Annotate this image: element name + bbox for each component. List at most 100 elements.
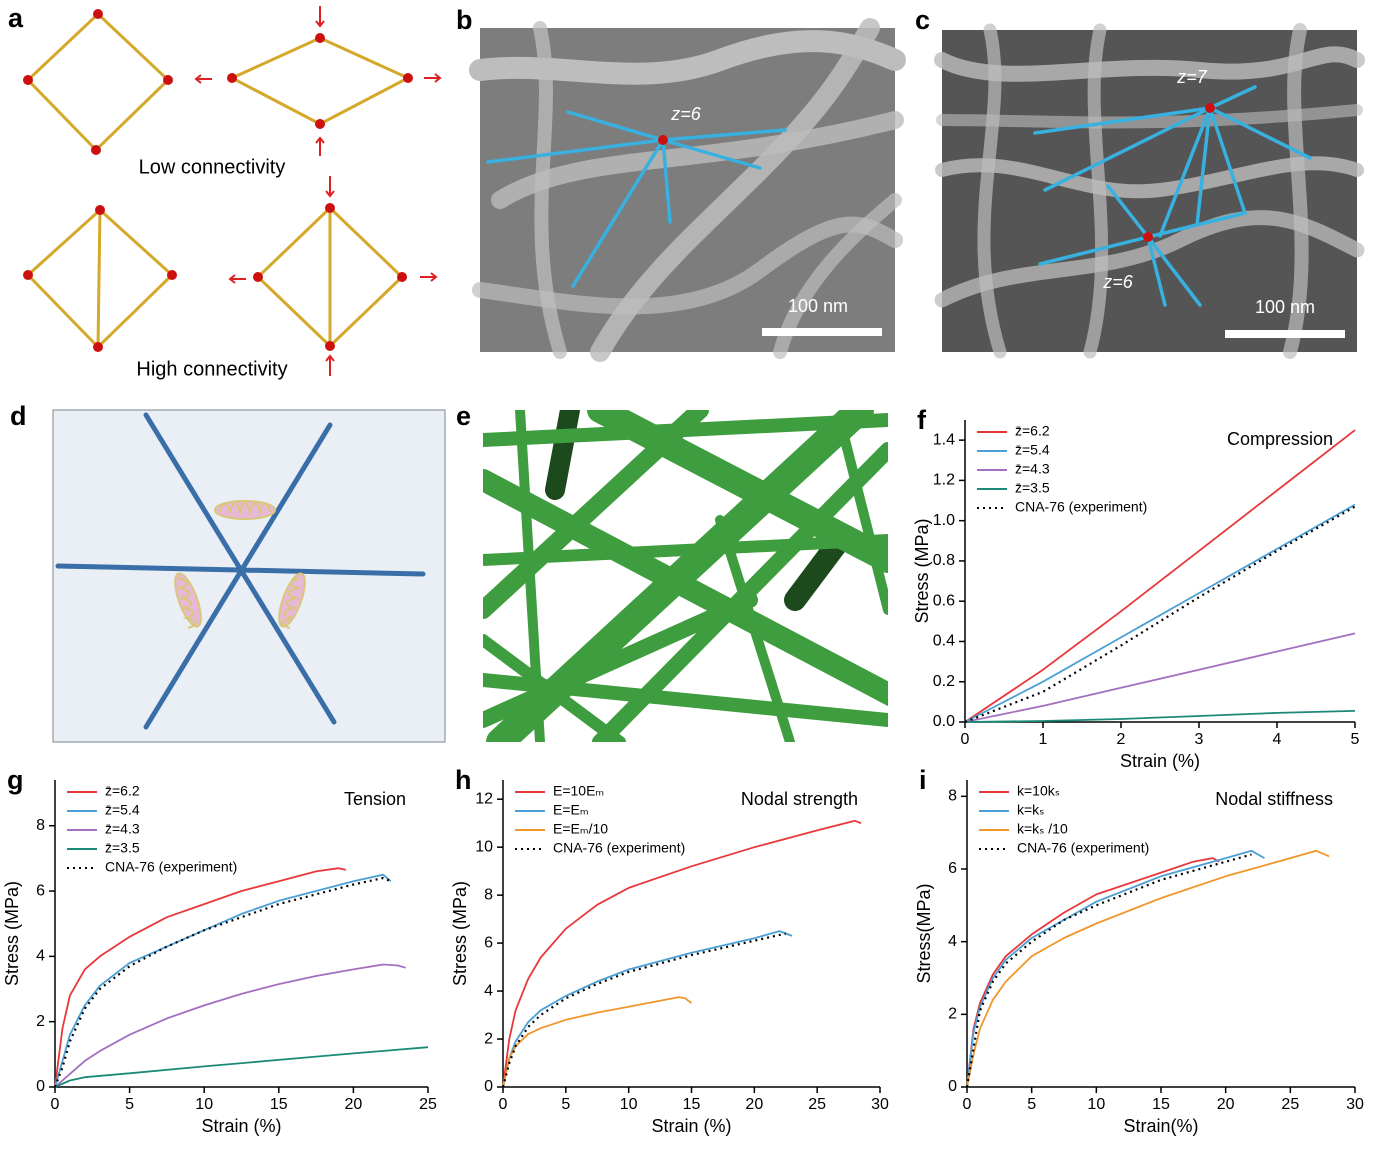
lattice (228, 36, 412, 126)
legend-label: z̄=4.3 (105, 821, 140, 837)
y-tick-label: 0.0 (933, 713, 955, 730)
y-tick-label: 6 (484, 934, 493, 951)
x-tick-label: 15 (270, 1096, 288, 1113)
x-tick-label: 3 (1195, 731, 1204, 748)
x-tick-label: 30 (871, 1096, 889, 1113)
scale-bar-label: 100 nm (1255, 297, 1315, 317)
annotation: Nodal strength (741, 789, 858, 809)
network (483, 410, 888, 742)
y-tick-label: 0 (36, 1078, 45, 1095)
legend-label: z̄=6.2 (105, 783, 140, 799)
series-line (964, 632, 1356, 723)
x-tick-label: 15 (1152, 1096, 1170, 1113)
x-axis-label: Strain (%) (1120, 751, 1200, 771)
legend-label: z̄=3.5 (105, 840, 140, 856)
series-line (966, 857, 1220, 1088)
series-line (965, 853, 1252, 1088)
panel-e: e (456, 401, 888, 742)
y-tick-label: 1.2 (933, 472, 955, 489)
connections (486, 110, 787, 288)
y-tick-label: 4 (484, 982, 493, 999)
coordination-label: z=6 (1102, 272, 1134, 292)
legend-label: z̄=3.5 (1015, 480, 1050, 496)
caption: High connectivity (136, 358, 287, 380)
legend-label: E=Eₘ/10 (553, 821, 608, 837)
nodes (23, 9, 413, 352)
panel-b: b z=6 100 nm (456, 5, 906, 362)
panel-label: b (456, 5, 473, 35)
panel-d: d (10, 401, 446, 743)
panel-label: f (917, 405, 927, 435)
x-tick-label: 5 (1027, 1096, 1036, 1113)
scale-bar (762, 328, 882, 336)
legend-label: k=kₛ (1017, 802, 1044, 818)
y-tick-label: 0.8 (933, 552, 955, 569)
x-tick-label: 4 (1273, 731, 1282, 748)
scale-bar (1225, 330, 1345, 338)
y-tick-label: 0.6 (933, 592, 955, 609)
legend-label: z̄=5.4 (105, 802, 140, 818)
y-axis-label: Stress (MPa) (912, 518, 932, 623)
series-line (964, 503, 1356, 723)
crosslinker (174, 500, 306, 629)
series-line (54, 963, 406, 1088)
series-line (54, 1046, 429, 1088)
x-tick-label: 10 (620, 1096, 638, 1113)
y-tick-label: 1.0 (933, 512, 955, 529)
lattice (25, 11, 171, 153)
x-tick-label: 0 (963, 1096, 972, 1113)
panel-label: c (915, 5, 930, 35)
x-tick-label: 25 (419, 1096, 437, 1113)
y-axis-label: Stress (MPa) (2, 881, 22, 986)
y-tick-label: 2 (948, 1006, 957, 1023)
legend-label: CNA-76 (experiment) (553, 840, 685, 856)
x-tick-label: 10 (195, 1096, 213, 1113)
panel-label: a (8, 3, 24, 33)
legend-label: CNA-76 (experiment) (1017, 840, 1149, 856)
x-tick-label: 20 (745, 1096, 763, 1113)
y-tick-label: 6 (948, 860, 957, 877)
caption: Low connectivity (139, 156, 286, 178)
x-tick-label: 25 (808, 1096, 826, 1113)
legend-label: z̄=6.2 (1015, 423, 1050, 439)
x-tick-label: 5 (125, 1096, 134, 1113)
y-tick-label: 0.2 (933, 673, 955, 690)
x-tick-label: 0 (51, 1096, 60, 1113)
y-tick-label: 8 (948, 788, 957, 805)
y-tick-label: 8 (484, 886, 493, 903)
y-tick-label: 10 (475, 838, 493, 855)
fibers (934, 23, 1365, 359)
series-line (501, 932, 787, 1088)
legend-label: E=10Eₘ (553, 783, 604, 799)
coordination-label: z=7 (1176, 67, 1208, 87)
x-tick-label: 10 (1087, 1096, 1105, 1113)
y-tick-label: 2 (36, 1013, 45, 1030)
series-line (964, 710, 1356, 723)
rod (55, 563, 426, 577)
x-axis-label: Strain (%) (651, 1116, 731, 1136)
legend-label: k=10kₛ (1017, 783, 1060, 799)
x-axis-label: Strain(%) (1123, 1116, 1198, 1136)
panel-c: c z=7 z=6 100 nm (915, 5, 1365, 359)
x-tick-label: 15 (683, 1096, 701, 1113)
series-line (964, 429, 1356, 723)
annotation: Tension (344, 789, 406, 809)
y-tick-label: 0 (948, 1078, 957, 1095)
y-tick-label: 8 (36, 817, 45, 834)
fibers (469, 18, 906, 362)
panel-a: a Low connectivity High connectivity (8, 3, 442, 380)
legend-label: k=kₛ /10 (1017, 821, 1068, 837)
lattice (96, 209, 102, 348)
x-tick-label: 30 (1346, 1096, 1364, 1113)
x-tick-label: 25 (1281, 1096, 1299, 1113)
coordination-label: z=6 (670, 104, 702, 124)
legend-label: CNA-76 (experiment) (105, 859, 237, 875)
series-line (966, 849, 1330, 1088)
x-tick-label: 5 (1351, 731, 1360, 748)
series-line (53, 876, 392, 1088)
legend-label: CNA-76 (experiment) (1015, 499, 1147, 515)
y-tick-label: 6 (36, 882, 45, 899)
x-tick-label: 5 (561, 1096, 570, 1113)
legend-label: z̄=5.4 (1015, 442, 1050, 458)
x-tick-label: 20 (1217, 1096, 1235, 1113)
